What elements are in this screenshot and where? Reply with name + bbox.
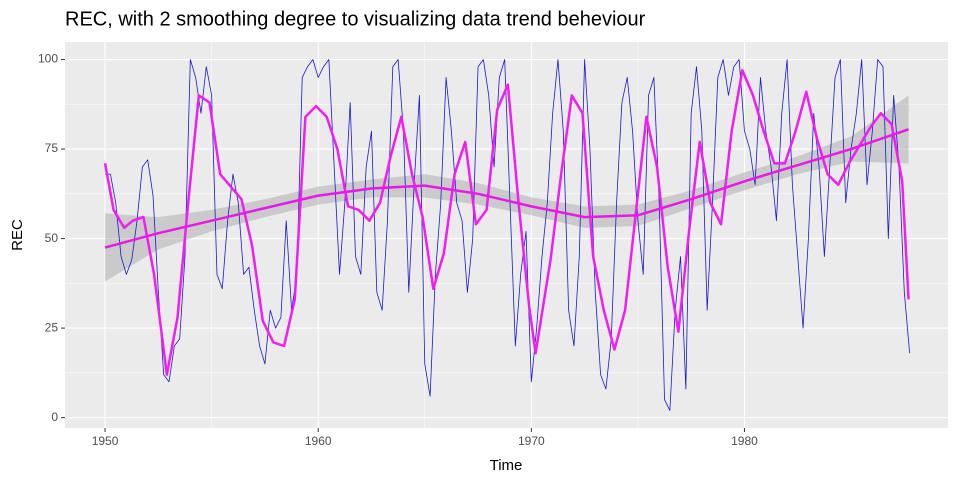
y-tick-label: 75 <box>45 141 59 155</box>
x-tick-label: 1950 <box>92 434 119 448</box>
confidence-band <box>105 95 909 282</box>
x-tick-label: 1960 <box>305 434 332 448</box>
chart-title: REC, with 2 smoothing degree to visualiz… <box>65 8 646 30</box>
x-axis-title: Time <box>490 457 523 474</box>
y-axis-title: REC <box>9 219 26 251</box>
y-tick-label: 50 <box>45 231 59 245</box>
x-tick-label: 1980 <box>731 434 758 448</box>
y-tick-label: 25 <box>45 320 59 334</box>
smooth-line <box>103 69 910 376</box>
y-tick-label: 100 <box>38 52 58 66</box>
y-tick-label: 0 <box>51 410 58 424</box>
smooth-line <box>104 128 909 249</box>
x-tick-label: 1970 <box>518 434 545 448</box>
